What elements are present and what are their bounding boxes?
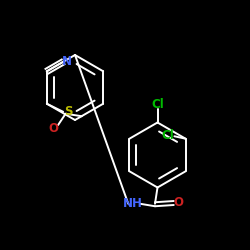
Text: Cl: Cl — [151, 98, 164, 112]
Text: O: O — [173, 196, 183, 209]
Text: O: O — [48, 122, 58, 136]
Text: Cl: Cl — [161, 129, 174, 142]
Text: N: N — [62, 55, 72, 68]
Text: NH: NH — [122, 197, 142, 210]
Text: S: S — [64, 105, 73, 118]
